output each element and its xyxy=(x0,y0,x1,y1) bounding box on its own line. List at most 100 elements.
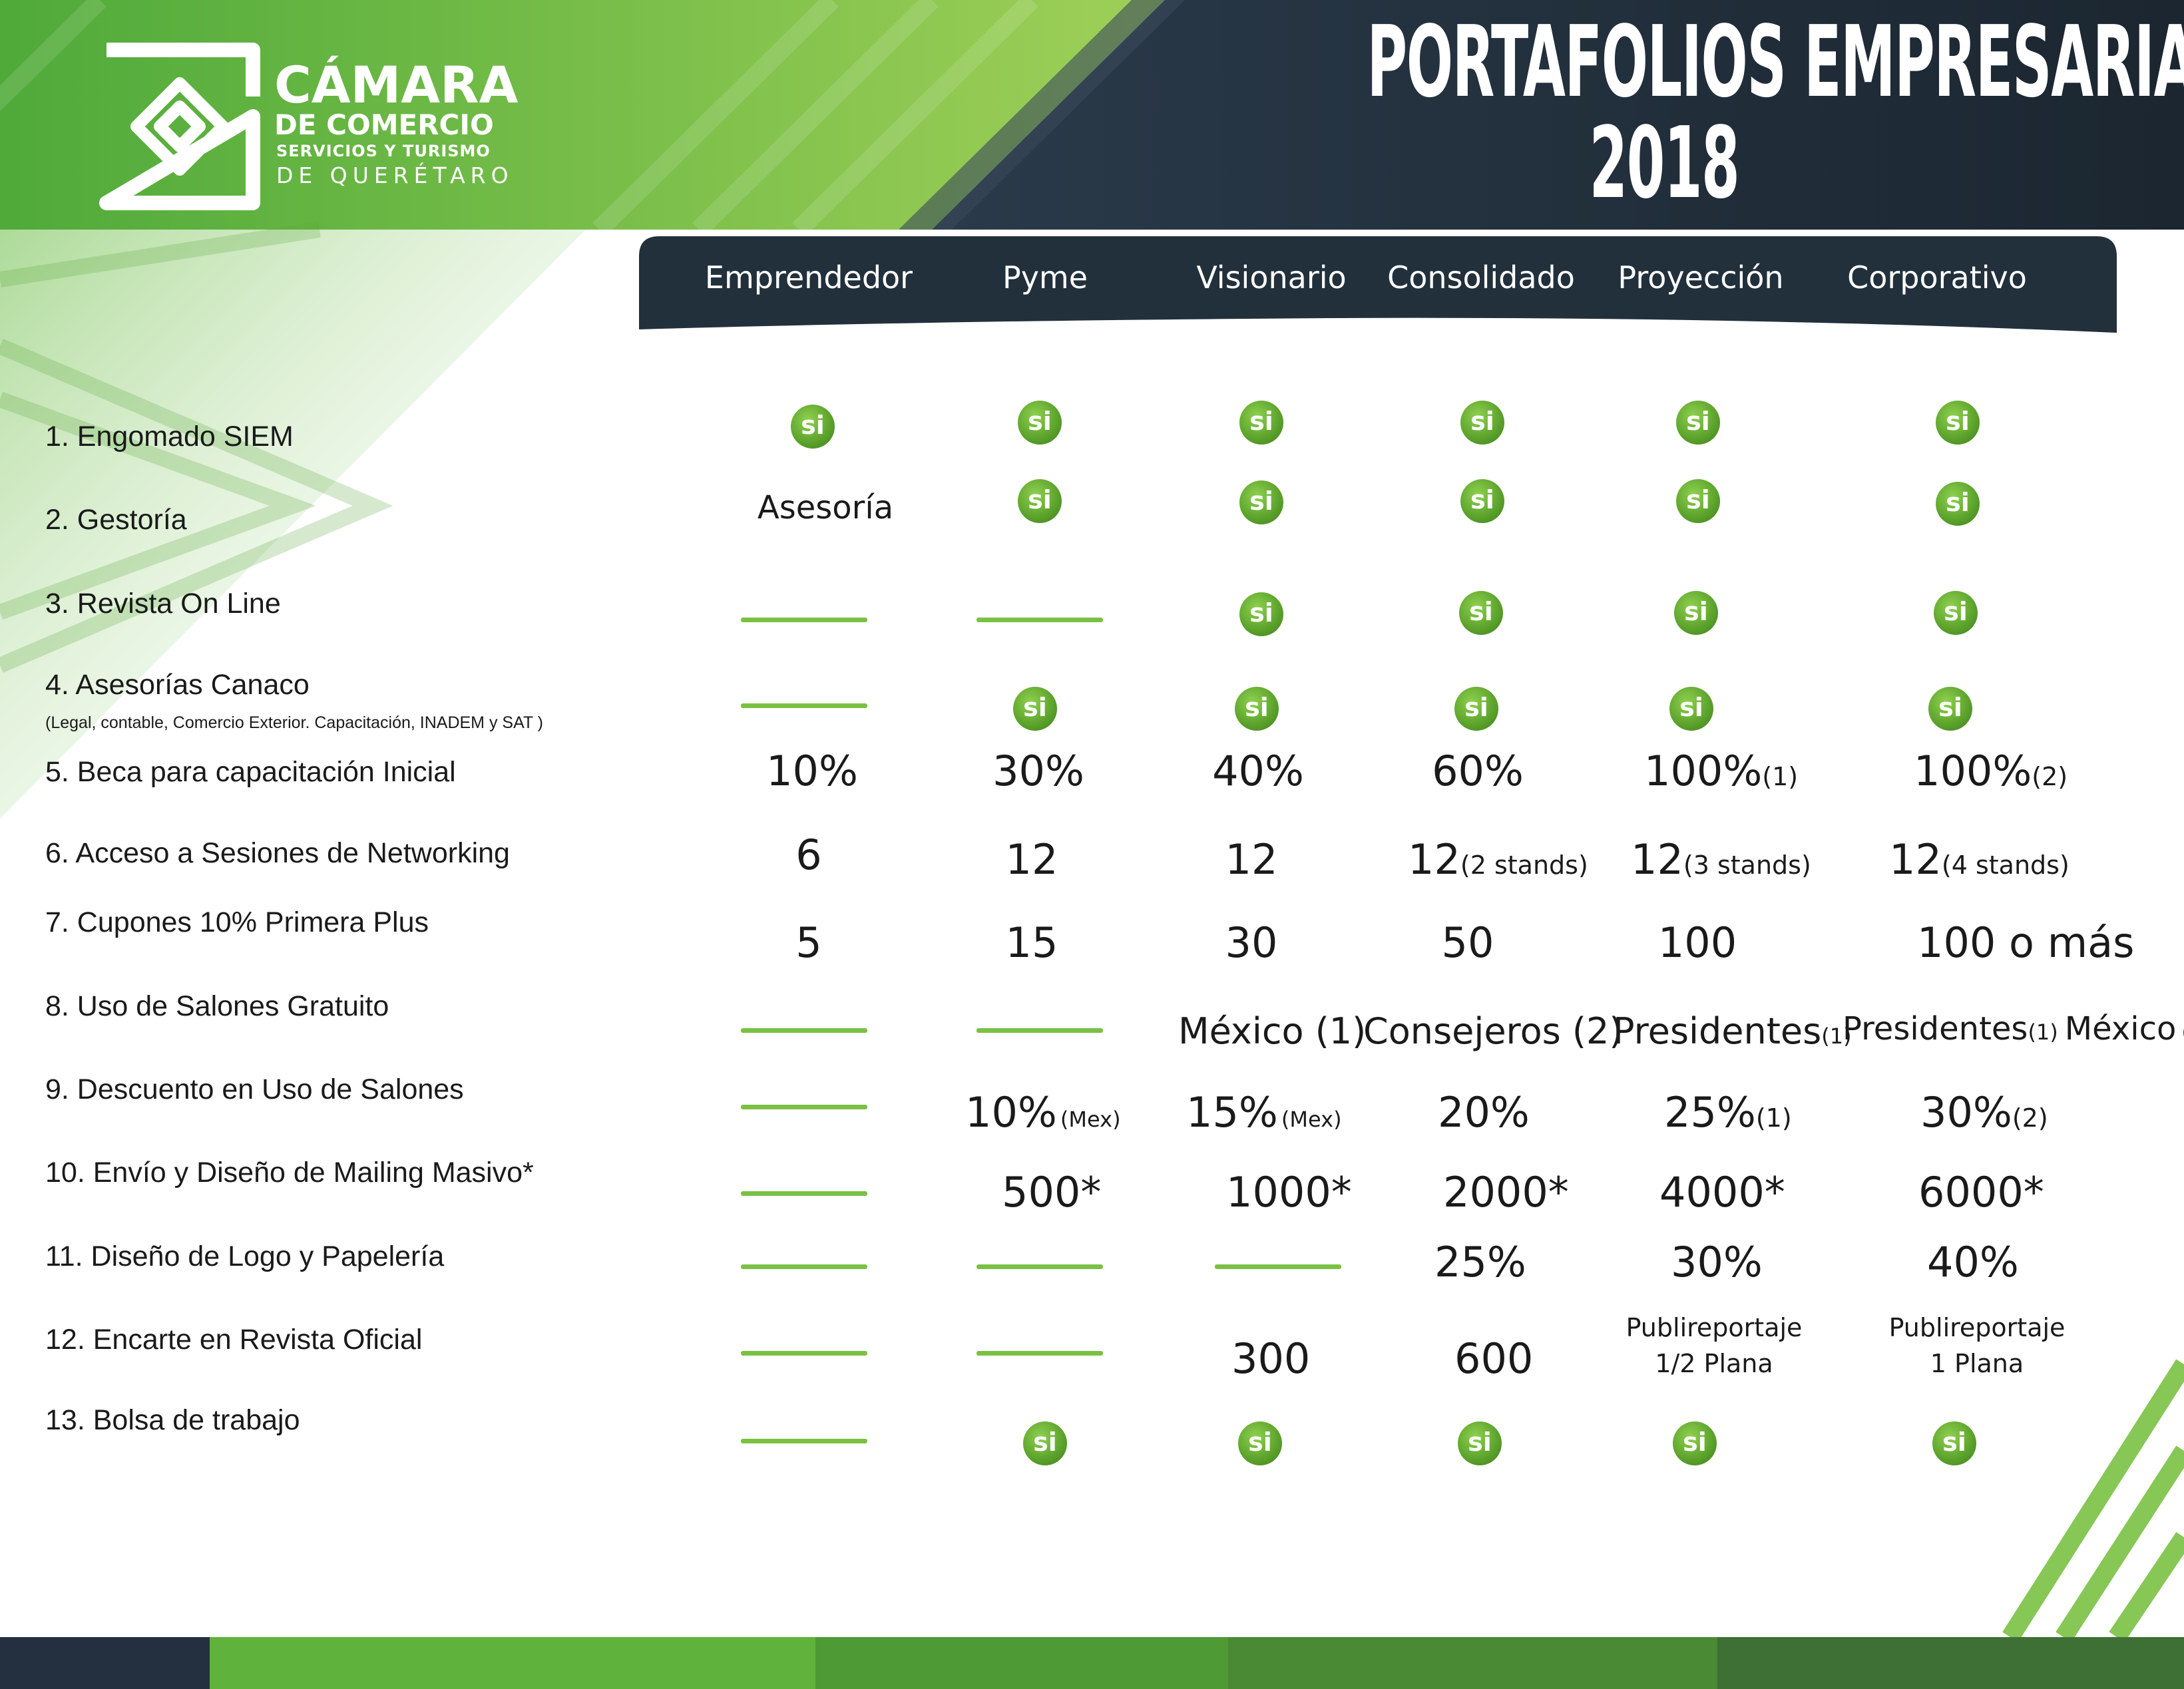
cell-cupones-visionario: 30 xyxy=(1225,918,1278,967)
cell-beca-proyeccion-value: 100% xyxy=(1644,747,1763,795)
cell-networking-consolidado: 12(2 stands) xyxy=(1408,835,1588,884)
dash-none xyxy=(977,618,1103,622)
cell-networking-consolidado-note: (2 stands) xyxy=(1460,850,1588,880)
cell-cupones-pyme: 15 xyxy=(1005,918,1058,967)
cell-salones-consolidado: Consejeros (2) xyxy=(1363,1010,1624,1052)
cell-encarte-corporativo-line2: 1 Plana xyxy=(1930,1349,2024,1378)
cell-descuento-visionario-note: (Mex) xyxy=(1281,1107,1342,1132)
cell-cupones-emprendedor: 5 xyxy=(795,918,822,967)
page-title-year: 2018 xyxy=(1589,106,1740,220)
cell-descuento-visionario-value: 15% xyxy=(1186,1088,1278,1137)
row-label-engomado: 1. Engomado SIEM xyxy=(45,421,294,453)
column-header-corporativo: Corporativo xyxy=(1847,260,2027,295)
si-badge: si xyxy=(1460,401,1504,445)
cell-logo-consolidado: 25% xyxy=(1434,1238,1526,1286)
cell-descuento-consolidado: 20% xyxy=(1438,1088,1530,1137)
cell-mailing-pyme: 500* xyxy=(1002,1168,1102,1217)
si-badge: si xyxy=(1023,1421,1067,1465)
row-label-asesorias: 4. Asesorías Canaco xyxy=(45,669,310,701)
column-header-visionario: Visionario xyxy=(1196,260,1347,295)
row-label-cupones: 7. Cupones 10% Primera Plus xyxy=(45,906,429,938)
org-name-line2: DE COMERCIO xyxy=(274,108,494,141)
column-header-proyeccion: Proyección xyxy=(1618,260,1784,295)
si-badge: si xyxy=(1676,401,1720,445)
si-badge: si xyxy=(1239,480,1283,524)
cell-beca-proyeccion-note: (1) xyxy=(1762,762,1799,791)
cell-cupones-proyeccion: 100 xyxy=(1657,918,1737,967)
cell-encarte-corporativo-line1: Publireportaje xyxy=(1888,1313,2066,1342)
cell-beca-corporativo-value: 100% xyxy=(1914,747,2032,795)
si-badge: si xyxy=(1676,479,1720,523)
cell-salones-proyeccion-note: (1) xyxy=(1821,1024,1852,1049)
row-label-networking: 6. Acceso a Sesiones de Networking xyxy=(45,837,510,869)
cell-cupones-corporativo: 100 o más xyxy=(1917,918,2135,967)
cell-beca-corporativo: 100%(2) xyxy=(1914,747,2068,795)
column-header-emprendedor: Emprendedor xyxy=(704,260,913,295)
si-badge: si xyxy=(1238,1421,1282,1465)
cell-salones-corporativo: Presidentes(1)México(1) xyxy=(1843,1010,2184,1047)
row-label-revista: 3. Revista On Line xyxy=(45,588,281,620)
si-badge: si xyxy=(1239,401,1283,445)
cell-beca-proyeccion: 100%(1) xyxy=(1644,747,1798,795)
si-badge: si xyxy=(1932,1421,1976,1465)
dash-none xyxy=(741,1028,867,1033)
dash-none xyxy=(741,1105,867,1109)
cell-mailing-consolidado: 2000* xyxy=(1443,1168,1569,1217)
cell-beca-corporativo-note: (2) xyxy=(2032,762,2068,791)
cell-networking-corporativo: 12(4 stands) xyxy=(1889,835,2070,884)
cell-beca-emprendedor: 10% xyxy=(766,747,858,795)
si-badge: si xyxy=(1239,592,1283,636)
si-badge: si xyxy=(1018,401,1062,445)
column-header-pyme: Pyme xyxy=(1002,260,1088,295)
cell-descuento-proyeccion: 25%(1) xyxy=(1664,1088,1792,1137)
cell-networking-emprendedor: 6 xyxy=(795,831,822,879)
si-badge: si xyxy=(1674,591,1718,635)
dash-none xyxy=(741,1191,867,1196)
cell-descuento-pyme-note: (Mex) xyxy=(1060,1107,1121,1132)
cell-salones-proyeccion: Presidentes(1) xyxy=(1613,1010,1852,1052)
cell-descuento-corporativo-value: 30% xyxy=(1920,1088,2012,1137)
dash-none xyxy=(741,1351,867,1356)
cell-networking-proyeccion: 12(3 stands) xyxy=(1631,835,1811,884)
cell-salones-visionario: México (1) xyxy=(1178,1010,1367,1052)
dash-none xyxy=(977,1351,1103,1356)
cell-encarte-proyeccion-line2: 1/2 Plana xyxy=(1655,1349,1773,1378)
cell-descuento-corporativo: 30%(2) xyxy=(1920,1088,2048,1137)
si-badge: si xyxy=(1460,479,1504,523)
cell-asesoria: Asesoría xyxy=(757,489,894,526)
org-name-line1: CÁMARA xyxy=(274,55,519,114)
cell-networking-corporativo-note: (4 stands) xyxy=(1941,850,2070,880)
si-badge: si xyxy=(1936,401,1980,445)
row-label-encarte: 12. Encarte en Revista Oficial xyxy=(45,1324,423,1356)
row-label-bolsa: 13. Bolsa de trabajo xyxy=(45,1404,300,1436)
cell-mailing-proyeccion: 4000* xyxy=(1659,1168,1785,1217)
cell-networking-visionario: 12 xyxy=(1225,835,1278,884)
cell-salones-corporativo-value2: México xyxy=(2064,1010,2177,1047)
dash-none xyxy=(741,1264,867,1269)
si-badge: si xyxy=(1013,687,1057,731)
dash-none xyxy=(977,1264,1103,1269)
row-label-gestoria: 2. Gestoría xyxy=(45,504,187,536)
dash-none xyxy=(1215,1264,1341,1269)
cell-descuento-pyme: 10% (Mex) xyxy=(965,1088,1121,1137)
cell-encarte-visionario: 300 xyxy=(1231,1334,1311,1383)
cell-salones-corporativo-note2: (1) xyxy=(2181,1020,2184,1045)
dash-none xyxy=(741,618,867,622)
cell-beca-consolidado: 60% xyxy=(1432,747,1524,795)
si-badge: si xyxy=(1936,482,1980,526)
si-badge: si xyxy=(1235,687,1279,731)
chamber-logo xyxy=(93,37,270,216)
page-title: PORTAFOLIOS EMPRESARIALES xyxy=(1367,5,2184,119)
logo-mark-icon xyxy=(99,43,260,210)
row-label-mailing: 10. Envío y Diseño de Mailing Masivo* xyxy=(45,1157,534,1189)
si-badge: si xyxy=(1459,591,1503,635)
cell-networking-consolidado-value: 12 xyxy=(1408,835,1460,884)
cell-networking-corporativo-value: 12 xyxy=(1889,835,1942,884)
dash-none xyxy=(977,1028,1103,1033)
cell-salones-proyeccion-value: Presidentes xyxy=(1613,1010,1822,1052)
dash-none xyxy=(741,1439,867,1443)
cell-descuento-visionario: 15% (Mex) xyxy=(1186,1088,1342,1137)
row-label-descuento: 9. Descuento en Uso de Salones xyxy=(45,1073,464,1105)
cell-beca-visionario: 40% xyxy=(1212,747,1304,795)
